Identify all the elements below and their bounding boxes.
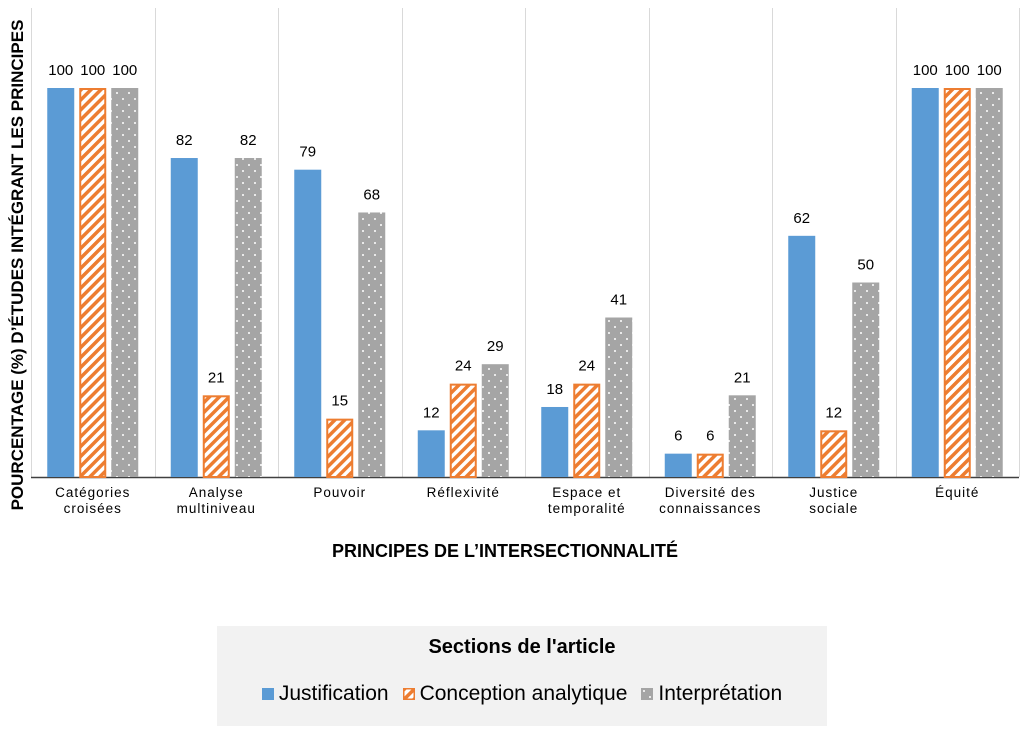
data-label: 82 xyxy=(240,132,257,149)
legend-swatch-justification xyxy=(261,688,274,700)
bar-justification-categories-croisees xyxy=(47,88,75,477)
bar-interpretation-diversite-des-connaissances xyxy=(728,395,756,477)
data-label: 100 xyxy=(913,62,938,79)
data-label: 100 xyxy=(80,62,105,79)
bar-justification-espace-et-temporalite xyxy=(541,406,569,477)
legend-item-justification: Justification xyxy=(261,682,389,706)
bar-interpretation-categories-croisees xyxy=(111,88,139,477)
category-label: Analyse multiniveau xyxy=(177,485,256,516)
bar-interpretation-reflexivite xyxy=(481,364,509,477)
legend-items: Justification Conception analytique Inte… xyxy=(217,682,827,706)
legend-item-interpretation: Interprétation xyxy=(641,682,782,706)
category-label: Équité xyxy=(935,485,979,500)
bar-conception-analytique-justice-sociale xyxy=(820,430,848,479)
bar-interpretation-espace-et-temporalite xyxy=(605,317,633,477)
y-axis-label: POURCENTAGE (%) D’ÉTUDES INTÉGRANT LES P… xyxy=(8,19,27,511)
category-label: Réflexivité xyxy=(427,485,500,500)
category-label: Justice sociale xyxy=(809,485,858,516)
bar-justification-equite xyxy=(911,88,939,477)
data-label: 12 xyxy=(423,404,440,421)
bar-conception-analytique-equite xyxy=(943,88,971,478)
legend-label-conception: Conception analytique xyxy=(419,682,628,705)
data-label: 41 xyxy=(610,292,627,309)
bar-interpretation-pouvoir xyxy=(358,212,386,478)
data-label: 100 xyxy=(112,62,137,79)
bar-justification-reflexivite xyxy=(417,430,445,477)
data-label: 100 xyxy=(977,62,1002,79)
data-label: 100 xyxy=(48,62,73,79)
category-label: Diversité des connaissances xyxy=(659,485,761,516)
legend-swatch-interpretation xyxy=(641,688,654,700)
data-label: 68 xyxy=(363,186,380,203)
bar-conception-analytique-categories-croisees xyxy=(79,88,107,478)
category-tick-labels: Catégories croisées Analyse multiniveau Pouv… xyxy=(55,485,979,516)
bar-justification-diversite-des-connaissances xyxy=(664,453,692,477)
bar-conception-analytique-analyse-multiniveau xyxy=(202,395,230,478)
data-label: 24 xyxy=(455,358,472,375)
category-label: Catégories croisées xyxy=(55,485,130,516)
bar-conception-analytique-diversite-des-connaissances xyxy=(696,453,724,479)
category-label: Espace et temporalité xyxy=(548,485,626,516)
data-label: 79 xyxy=(299,144,316,161)
data-label: 29 xyxy=(487,338,504,355)
legend-swatch-conception xyxy=(402,688,415,700)
bar-conception-analytique-reflexivite xyxy=(449,383,477,479)
bar-conception-analytique-espace-et-temporalite xyxy=(573,383,601,479)
bar-conception-analytique-pouvoir xyxy=(326,418,354,478)
data-label: 24 xyxy=(578,358,595,375)
bar-interpretation-analyse-multiniveau xyxy=(234,158,262,477)
legend: Sections de l'article Justification Conc… xyxy=(217,626,827,726)
bar-chart: 100 100 100 82 21 82 79 15 68 12 24 29 18 24 41 6 6 21 62 1… xyxy=(31,8,1020,516)
data-label: 6 xyxy=(706,428,714,445)
bar-interpretation-equite xyxy=(975,88,1003,477)
data-labels-layer: 100 100 100 82 21 82 79 15 68 12 24 29 18 24 41 6 6 21 62 1… xyxy=(48,62,1002,445)
data-label: 100 xyxy=(945,62,970,79)
data-label: 21 xyxy=(734,369,751,386)
bar-justification-justice-sociale xyxy=(788,235,816,477)
data-label: 82 xyxy=(176,132,193,149)
legend-title: Sections de l'article xyxy=(428,636,616,658)
data-label: 12 xyxy=(825,404,842,421)
bar-interpretation-justice-sociale xyxy=(852,282,880,477)
legend-item-conception: Conception analytique xyxy=(402,682,628,706)
x-axis-label: PRINCIPES DE L’INTERSECTIONNALITÉ xyxy=(331,541,679,561)
data-label: 18 xyxy=(546,381,563,398)
bars-layer xyxy=(47,88,1003,479)
bar-justification-analyse-multiniveau xyxy=(170,158,198,477)
data-label: 62 xyxy=(793,210,810,227)
data-label: 50 xyxy=(857,257,874,274)
data-label: 21 xyxy=(208,369,225,386)
data-label: 15 xyxy=(331,393,348,410)
category-label: Pouvoir xyxy=(313,485,366,500)
bar-justification-pouvoir xyxy=(294,169,322,477)
legend-label-interpretation: Interprétation xyxy=(658,682,783,705)
data-label: 6 xyxy=(674,428,682,445)
legend-label-justification: Justification xyxy=(278,682,389,705)
